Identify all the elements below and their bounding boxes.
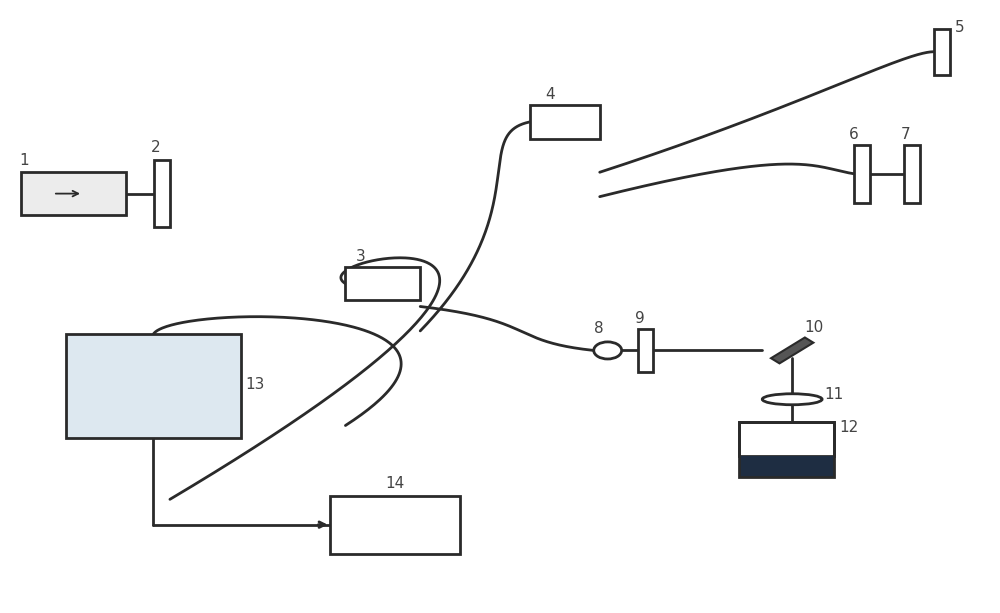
- Polygon shape: [771, 338, 813, 364]
- Bar: [739, 457, 834, 478]
- Text: 4: 4: [545, 87, 554, 102]
- Text: 7: 7: [901, 127, 911, 142]
- Text: 8: 8: [594, 321, 603, 336]
- Text: 6: 6: [849, 127, 859, 142]
- Bar: [330, 496, 460, 554]
- Text: 12: 12: [839, 420, 858, 435]
- Bar: [66, 334, 241, 438]
- Bar: [854, 145, 870, 203]
- Text: 1: 1: [19, 153, 29, 168]
- Text: 10: 10: [804, 320, 823, 335]
- Text: 2: 2: [151, 140, 161, 155]
- Text: 14: 14: [385, 476, 405, 491]
- Text: 3: 3: [355, 249, 365, 264]
- Bar: [21, 172, 126, 215]
- Bar: [154, 160, 170, 227]
- Text: 5: 5: [955, 20, 964, 35]
- Bar: [934, 29, 950, 75]
- Text: 11: 11: [824, 387, 843, 402]
- Ellipse shape: [762, 394, 822, 405]
- Bar: [739, 422, 834, 478]
- Circle shape: [594, 342, 622, 359]
- Bar: [739, 422, 834, 457]
- Text: 9: 9: [635, 311, 644, 326]
- Bar: [638, 329, 653, 372]
- Bar: [530, 105, 600, 139]
- Bar: [904, 145, 920, 203]
- Bar: [345, 267, 420, 300]
- Text: 13: 13: [246, 377, 265, 392]
